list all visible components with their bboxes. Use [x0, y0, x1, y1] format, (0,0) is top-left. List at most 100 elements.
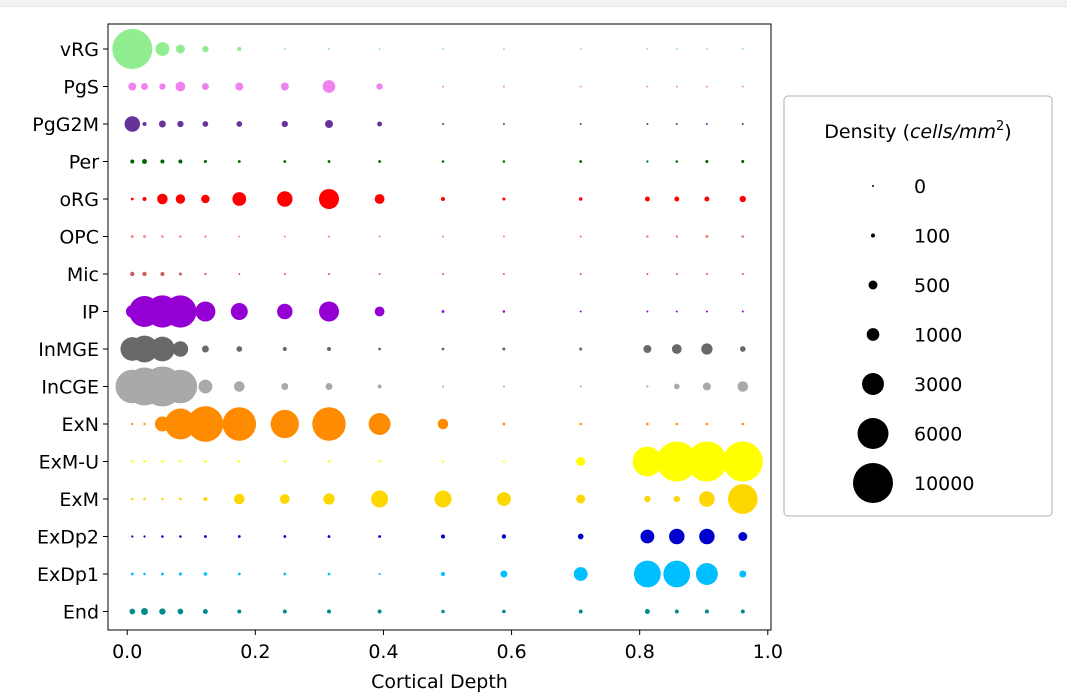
y-tick-label-pgg2m: PgG2M — [32, 114, 99, 136]
dot-inmge-7 — [327, 347, 331, 351]
dot-exm-3 — [178, 497, 182, 501]
legend-label-1000: 1000 — [914, 325, 962, 347]
dot-vrg-2 — [155, 42, 170, 56]
dot-per-11 — [579, 160, 583, 163]
dot-opc-15 — [741, 235, 745, 238]
dot-exm-u-4 — [204, 460, 207, 463]
y-tick-label-exm: ExM — [59, 489, 99, 511]
dot-incge-7 — [325, 383, 333, 390]
y-tick-label-opc: OPC — [59, 227, 99, 249]
dot-exdp1-12 — [633, 560, 661, 588]
dot-per-13 — [675, 160, 679, 163]
y-tick-label-pgs: PgS — [63, 77, 99, 99]
dot-exm-2 — [161, 497, 164, 501]
dot-exn-9 — [437, 418, 449, 430]
dot-exm-14 — [699, 491, 715, 507]
dot-mic-9 — [442, 273, 444, 275]
dot-opc-13 — [675, 235, 679, 238]
dot-pgg2m-10 — [502, 123, 505, 125]
dot-exm-u-0 — [131, 460, 134, 463]
dot-exdp1-13 — [663, 560, 691, 588]
dot-exdp2-9 — [441, 534, 445, 539]
dot-end-11 — [578, 609, 583, 614]
dot-mic-1 — [142, 271, 147, 277]
dot-vrg-9 — [442, 48, 444, 50]
dot-ip-14 — [705, 310, 708, 313]
dot-incge-3 — [163, 369, 198, 404]
dot-ip-8 — [374, 306, 385, 317]
dot-incge-10 — [502, 385, 505, 388]
dot-ip-7 — [319, 301, 339, 322]
dot-exm-u-8 — [378, 460, 381, 463]
dot-pgs-11 — [579, 85, 582, 88]
dot-inmge-14 — [701, 343, 713, 355]
dot-vrg-14 — [705, 48, 708, 50]
dot-inmge-4 — [201, 345, 209, 353]
x-tick-label: 1.0 — [753, 641, 783, 663]
y-tick-label-mic: Mic — [67, 264, 99, 286]
dot-exdp1-3 — [178, 572, 182, 576]
dot-per-6 — [283, 160, 287, 163]
dot-end-2 — [159, 608, 166, 615]
y-tick-label-end: End — [63, 602, 99, 624]
legend-marker-1000 — [866, 328, 880, 341]
dot-exm-u-7 — [327, 460, 331, 463]
dot-exm-12 — [644, 495, 651, 503]
dot-org-3 — [175, 194, 186, 204]
dot-org-1 — [142, 197, 147, 201]
dot-org-14 — [704, 196, 710, 202]
dot-end-4 — [202, 609, 208, 614]
dot-exdp2-12 — [640, 529, 655, 544]
y-tick-label-ip: IP — [82, 302, 99, 324]
dot-per-5 — [237, 160, 241, 163]
dot-exm-u-12 — [632, 446, 663, 477]
dot-opc-6 — [283, 235, 286, 238]
dot-opc-0 — [130, 235, 134, 238]
dot-ip-3 — [164, 295, 197, 328]
dot-exn-3 — [164, 408, 196, 440]
dot-exdp1-15 — [739, 570, 747, 578]
dot-per-1 — [142, 159, 147, 164]
dot-per-8 — [378, 160, 382, 163]
dot-incge-4 — [198, 379, 213, 394]
dot-exm-u-1 — [143, 460, 146, 463]
dot-exdp2-7 — [327, 535, 331, 538]
dot-mic-5 — [238, 273, 241, 275]
dot-opc-7 — [328, 235, 330, 238]
dot-mic-14 — [705, 273, 708, 275]
y-tick-label-per: Per — [69, 152, 99, 174]
dot-per-3 — [178, 159, 183, 164]
dot-exdp1-2 — [160, 572, 164, 576]
dot-pgs-13 — [675, 85, 678, 88]
dot-opc-4 — [204, 235, 207, 238]
dot-exn-8 — [368, 413, 391, 435]
dot-end-0 — [129, 608, 136, 615]
x-axis: 0.0 0.2 0.4 0.6 0.8 1.0 — [112, 630, 783, 663]
dot-exn-15 — [741, 422, 745, 426]
dot-inmge-11 — [579, 347, 583, 351]
dot-mic-8 — [378, 273, 381, 275]
dot-end-3 — [177, 608, 184, 615]
dot-per-15 — [741, 159, 745, 164]
dot-opc-1 — [143, 235, 146, 238]
dot-org-13 — [674, 196, 680, 202]
legend-marker-10000 — [853, 463, 893, 503]
dot-exn-0 — [131, 422, 134, 426]
dot-org-6 — [277, 191, 293, 207]
dot-exdp1-9 — [441, 572, 445, 576]
dot-ip-12 — [646, 310, 649, 313]
dot-ip-5 — [230, 303, 248, 320]
dot-end-13 — [674, 609, 679, 614]
dot-pgs-4 — [201, 83, 209, 90]
dot-exdp1-0 — [130, 572, 134, 576]
dot-per-7 — [327, 160, 331, 163]
dot-end-10 — [502, 609, 506, 614]
dot-pgg2m-1 — [142, 122, 147, 126]
dot-opc-3 — [179, 235, 182, 238]
dot-exdp2-10 — [501, 534, 507, 539]
y-axis: vRG PgS PgG2M Per oRG OPC Mic IP InMGE InCGE ExN Ex… — [32, 39, 108, 624]
dot-end-9 — [441, 609, 445, 614]
dot-org-7 — [319, 189, 339, 209]
dot-end-1 — [141, 608, 148, 615]
